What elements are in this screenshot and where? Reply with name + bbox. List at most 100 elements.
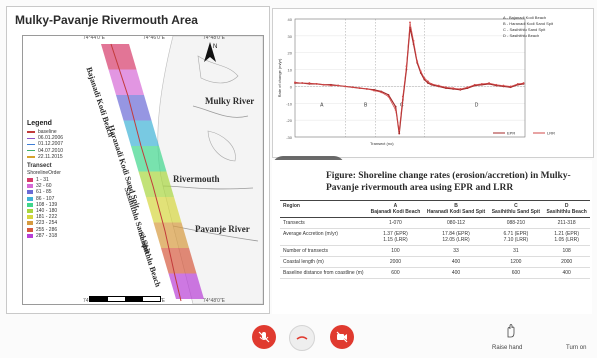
scale-bar — [89, 296, 161, 302]
data-point — [358, 87, 361, 90]
results-table: Region A Bajanadi Kodi Beach B Haranadi Kodi… — [280, 200, 590, 279]
legend-range-item: 108 - 139 — [27, 202, 89, 208]
legend-line-label: 22.11.2015 — [38, 153, 63, 160]
data-point — [495, 83, 498, 86]
transect-segment — [168, 273, 204, 299]
table-row: Average Accretion (m/yr) 1.37 (EPR) 1.15 (… — [280, 229, 590, 246]
transect-segment — [138, 171, 174, 197]
y-tick-label: -30 — [286, 135, 293, 140]
table-cell: 6.71 (EPR) 7.10 (LRR) — [503, 231, 529, 243]
data-point — [394, 109, 397, 111]
turn-on-label[interactable]: Turn on — [566, 345, 587, 351]
table-cell: 31 — [513, 248, 519, 254]
data-point — [466, 86, 469, 89]
legend-range-swatch — [27, 221, 33, 226]
transect-segment — [153, 222, 189, 248]
data-point — [423, 78, 426, 81]
mic-mute-button[interactable] — [252, 325, 276, 349]
table-header-cell: A Bajanadi Kodi Beach — [370, 203, 421, 215]
raise-hand-label[interactable]: Raise hand — [492, 345, 523, 351]
river-label-pavanje: Pavanje River — [195, 224, 250, 234]
map-title: Mulky-Pavanje Rivermouth Area — [15, 13, 198, 27]
data-point — [294, 81, 296, 84]
transect-subtitle: ShorelineOrder — [27, 169, 61, 176]
river-label-mulky: Mulky River — [205, 96, 255, 106]
data-point — [387, 95, 390, 98]
results-table-panel: Figure: Shoreline change rates (erosion/… — [272, 160, 592, 314]
series-line — [294, 22, 524, 131]
table-row: Number of transects 100 33 31 108 — [280, 246, 590, 257]
hang-up-icon — [296, 336, 308, 340]
series-legend-label: LRR — [547, 131, 555, 136]
transect-segment — [108, 69, 144, 95]
segment-letter: D — [475, 103, 479, 109]
leave-call-button[interactable] — [289, 325, 315, 351]
river-label-rivermouth: Rivermouth — [173, 174, 220, 184]
table-cell: 088-210 — [506, 220, 526, 226]
table-header-cell: B Haranadi Kodi Sand Spit — [426, 203, 486, 215]
data-point — [423, 77, 426, 79]
table-cell: 211-318 — [557, 220, 576, 226]
series-legend-label: EPR — [507, 131, 515, 136]
data-point — [473, 83, 476, 86]
transect-segment — [123, 120, 159, 146]
data-point — [445, 86, 447, 89]
data-point — [398, 129, 401, 132]
table-cell: 1.21 (EPR) 1.05 (LRR) — [554, 231, 579, 243]
y-axis-label: Rate of change (m/yr) — [277, 58, 282, 97]
table-cell: 400 — [451, 270, 461, 276]
data-point — [387, 93, 390, 96]
data-point — [401, 95, 404, 98]
legend-range-swatch — [27, 202, 33, 207]
table-header-cell: Region — [283, 203, 300, 209]
y-tick-label: 40 — [288, 17, 293, 22]
legend-range-item: 140 - 180 — [27, 208, 89, 214]
legend-line-item: 22.11.2015 — [27, 154, 89, 160]
coord-top-3: 74°48'0"E — [203, 35, 225, 41]
transect-segment — [101, 44, 137, 70]
table-cell: 2000 — [389, 259, 402, 265]
table-cell: 600 — [391, 270, 400, 276]
data-point — [437, 84, 440, 87]
table-cell: Coastal length (m) — [283, 259, 324, 265]
legend-range-label: 181 - 222 — [36, 214, 58, 221]
legend-line-swatch — [27, 131, 35, 133]
coord-top-2: 74°46'0"E — [143, 35, 165, 41]
table-cell: 1-070 — [389, 220, 402, 226]
legend-range-swatch — [27, 184, 33, 189]
data-point — [409, 21, 411, 24]
legend-range-item: 287 - 318 — [27, 233, 89, 239]
data-point — [351, 86, 354, 89]
legend-title: Legend — [27, 120, 52, 127]
table-cell: 080-112 — [447, 220, 465, 226]
table-header-cell: C Sasihithlu Sand Spit — [491, 203, 541, 215]
legend-line-swatch — [27, 143, 35, 146]
legend-line-swatch — [27, 156, 35, 158]
raise-hand-icon[interactable] — [505, 324, 517, 343]
legend-range-label: 86 - 107 — [36, 195, 55, 202]
data-point — [419, 70, 422, 73]
mic-off-icon — [258, 331, 270, 343]
table-cell: Baseline distance from coastline (m) — [283, 270, 364, 276]
legend-range-label: 140 - 180 — [36, 207, 58, 214]
legend-line-label: 06.01.2006 — [38, 135, 64, 142]
data-point — [412, 40, 415, 42]
table-cell: 1200 — [510, 259, 522, 265]
y-tick-label: 30 — [288, 34, 293, 39]
chart-legend-item: A - Bajanadi Kodi Beach — [503, 15, 546, 20]
legend-range-swatch — [27, 208, 33, 213]
table-cell: 108 — [562, 248, 571, 254]
data-point — [337, 84, 340, 87]
plot-frame — [294, 18, 526, 138]
data-point — [308, 82, 311, 84]
map-legend: Legend baseline 06.01.2006 01.12.2007 04.07… — [27, 120, 89, 239]
coord-bottom-3: 74°48'0"E — [203, 298, 225, 304]
data-point — [365, 88, 368, 90]
table-cell: Transects — [283, 220, 305, 226]
data-point — [502, 84, 505, 87]
camera-off-button[interactable] — [330, 325, 354, 349]
data-point — [380, 91, 383, 94]
table-header-cell: D Sasihithlu Beach — [546, 203, 587, 215]
legend-range-item: 1 - 31 — [27, 177, 89, 183]
